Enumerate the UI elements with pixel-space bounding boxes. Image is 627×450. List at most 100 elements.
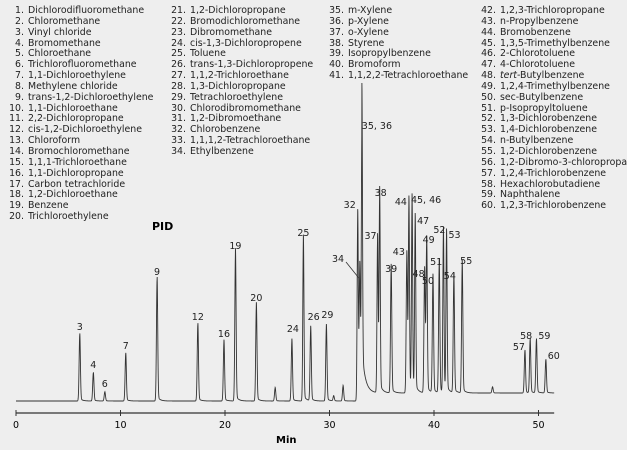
legend-item-number: 32.	[171, 124, 186, 136]
x-tick-label: 20	[219, 420, 231, 431]
legend-item-name: p-Isopropyltoluene	[500, 102, 588, 114]
legend-item-name: Dichlorodifluoromethane	[28, 5, 145, 16]
legend-item-name: trans-1,3-Dichloropropene	[190, 59, 314, 71]
legend-item-number: 2.	[15, 15, 24, 27]
x-tick-label: 30	[323, 420, 335, 431]
legend-item: 48. tert-Butylbenzene	[478, 70, 627, 82]
legend-item-name: 2-Chlorotoluene	[500, 48, 575, 60]
legend-item: 51. p-Isopropyltoluene	[478, 102, 627, 115]
legend-item-name: 1,2-Dichlorobenzene	[500, 145, 597, 157]
legend-item: 24. cis-1,3-Dichloropropene	[168, 38, 313, 50]
peak-label: 60	[548, 351, 560, 362]
legend-item-number: 12.	[9, 124, 24, 136]
legend-item-number: 36.	[329, 15, 344, 27]
legend-item-number: 28.	[171, 80, 186, 92]
chart-title: PID	[152, 220, 173, 233]
x-tick-label: 0	[13, 420, 19, 431]
peak-label: 7	[123, 341, 129, 352]
legend-item-name: 1,3-Dichloropropane	[190, 80, 286, 92]
legend-item: 17. Carbon tetrachloride	[6, 178, 153, 191]
peak-label: 6	[102, 379, 108, 390]
legend-item-name: Bromobenzene	[500, 26, 571, 38]
legend-item-name: Benzene	[28, 200, 69, 212]
legend-item: 47. 4-Chlorotoluene	[478, 59, 627, 71]
legend-item-number: 29.	[171, 91, 186, 103]
legend-item: 45. 1,3,5-Trimethylbenzene	[478, 38, 627, 50]
legend-item-number: 5.	[15, 48, 24, 60]
legend-item: 43. n-Propylbenzene	[478, 15, 627, 28]
legend-item-number: 26.	[171, 59, 186, 71]
legend-column-2: 21. 1,2-Dichloropropane 22. Bromodichlorome…	[168, 5, 314, 158]
legend-item-number: 17.	[9, 178, 24, 190]
legend-item-name: Hexachlorobutadiene	[500, 178, 601, 190]
peak-label: 49	[423, 235, 435, 246]
legend-item-number: 60.	[481, 200, 496, 212]
peak-label: 55	[460, 256, 472, 267]
legend-item: 52. 1,3-Dichlorobenzene	[478, 114, 627, 125]
legend-item: 19. Benzene	[6, 200, 153, 212]
legend-item-name: 1,2-Dichloroethane	[28, 189, 118, 201]
legend-item-number: 9.	[15, 91, 24, 103]
legend-item-number: 33.	[171, 135, 186, 147]
x-tick-label: 50	[532, 420, 544, 431]
legend-item-number: 13.	[9, 135, 24, 147]
legend-item-number: 41.	[329, 70, 344, 82]
legend-item-name: 2,2-Dichloropropane	[28, 113, 124, 125]
legend-item: 39. Isopropylbenzene	[326, 49, 468, 60]
legend-item-name: 1,2,3-Trichlorobenzene	[500, 200, 607, 212]
legend-item-number: 15.	[9, 156, 24, 168]
x-axis: 0 10 20 30 40 50	[13, 410, 555, 431]
legend-item: 36. p-Xylene	[326, 15, 468, 28]
legend-item-name: 1,1-Dichloroethylene	[28, 70, 126, 82]
legend-item: 28. 1,3-Dichloropropane	[168, 80, 313, 93]
legend-item-name: Vinyl chloride	[28, 26, 92, 38]
legend-item: 16. 1,1-Dichloropropane	[6, 168, 153, 180]
legend-item: 9. trans-1,2-Dichloroethylene	[6, 91, 153, 104]
peak-label: 53	[448, 230, 460, 241]
legend-item: 18. 1,2-Dichloroethane	[6, 189, 153, 201]
legend-item-number: 3.	[15, 26, 24, 38]
legend-item-number: 50.	[481, 91, 496, 103]
x-axis-label: Min	[276, 435, 297, 446]
legend-item: 58. Hexachlorobutadiene	[478, 178, 627, 191]
legend-item: 25. Toluene	[168, 49, 313, 60]
legend-item-number: 55.	[481, 145, 496, 157]
legend-item-number: 46.	[481, 48, 496, 60]
peak-label: 38	[375, 188, 387, 199]
legend-item-name: Styrene	[348, 37, 385, 49]
legend-item: 56. 1,2-Dibromo-3-chloropropane	[478, 156, 627, 169]
legend-item: 53. 1,4-Dichlorobenzene	[478, 124, 627, 136]
legend-item-number: 47.	[481, 59, 496, 71]
legend-item: 23. Dibromomethane	[168, 27, 313, 39]
legend-item-name: Carbon tetrachloride	[28, 178, 126, 190]
legend-item: 26. trans-1,3-Dichloropropene	[168, 59, 314, 71]
legend-item: 46. 2-Chlorotoluene	[478, 49, 627, 60]
peak-label: 20	[250, 293, 262, 304]
peak-label: 16	[218, 329, 230, 340]
peak-label: 50	[422, 276, 434, 287]
legend-item: 8. Methylene chloride	[6, 81, 153, 93]
legend-item-number: 19.	[9, 200, 24, 212]
legend-column-4: 42. 1,2,3-Trichloropropane 43. n-Propylbenz…	[478, 5, 627, 212]
legend-item-number: 56.	[481, 156, 496, 168]
legend-item-number: 34.	[171, 145, 186, 157]
legend-item: 10. 1,1-Dichloroethane	[6, 103, 153, 115]
peak-label: 44	[395, 197, 407, 208]
legend-item: 22. Bromodichloromethane	[168, 16, 313, 28]
legend-item-name: 1,2,4-Trimethylbenzene	[500, 80, 610, 92]
legend-item-number: 11.	[9, 113, 24, 125]
legend-item: 21. 1,2-Dichloropropane	[168, 5, 313, 17]
legend-item-number: 37.	[329, 26, 344, 38]
legend-item: 31. 1,2-Dibromoethane	[168, 114, 313, 125]
legend-item: 37. o-Xylene	[326, 26, 468, 39]
legend-item-number: 43.	[481, 15, 496, 27]
legend-item: 2. Chloromethane	[6, 15, 153, 28]
legend-item: 15. 1,1,1-Trichloroethane	[6, 156, 153, 169]
legend-item: 12. cis-1,2-Dichloroethylene	[6, 124, 153, 136]
peak-label: 32	[344, 200, 356, 211]
peak-label: 35, 36	[362, 121, 392, 132]
legend-item-name: Ethylbenzene	[190, 145, 254, 157]
peak-label: 25	[297, 228, 309, 239]
legend-item-name: 1,2,4-Trichlorobenzene	[500, 167, 607, 179]
peak-label: 34	[332, 254, 344, 265]
